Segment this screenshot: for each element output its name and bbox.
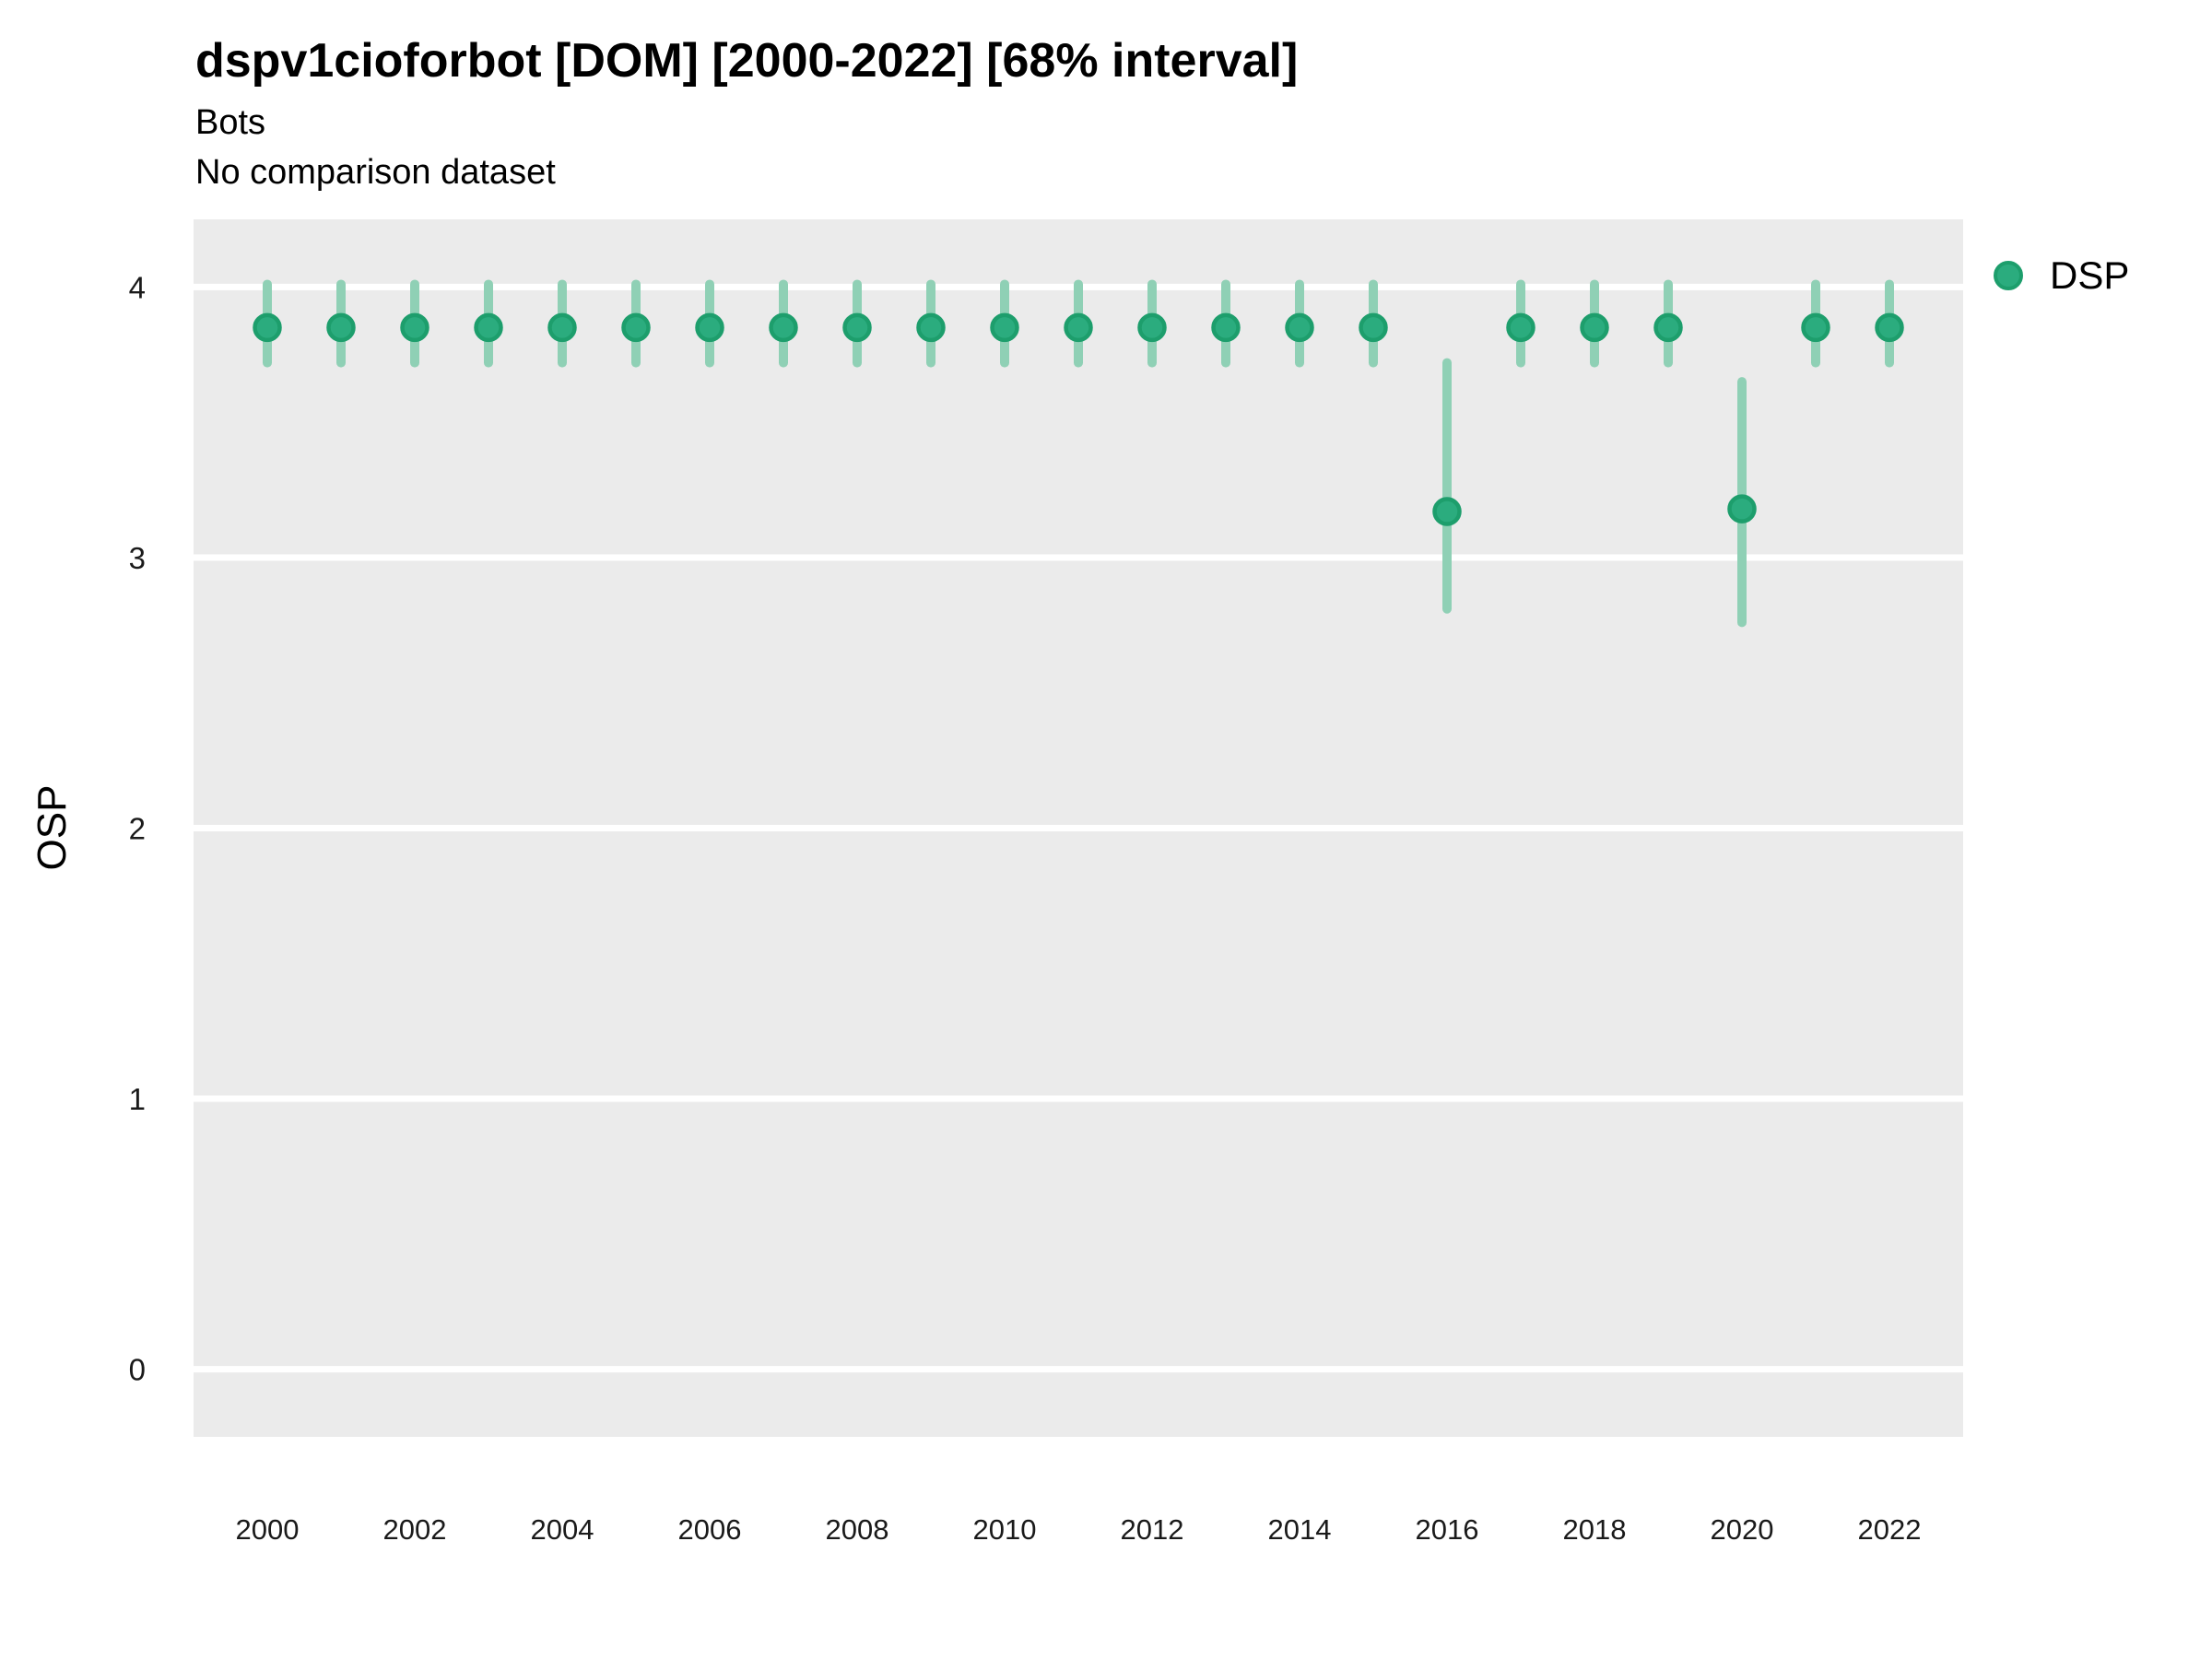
data-point — [1801, 312, 1830, 343]
data-point — [326, 312, 356, 343]
x-tick-label: 2004 — [531, 1513, 594, 1546]
x-tick-label: 2008 — [826, 1513, 889, 1546]
x-tick-label: 2018 — [1563, 1513, 1627, 1546]
data-point — [1064, 312, 1093, 343]
data-point — [1359, 312, 1388, 343]
data-point — [769, 312, 798, 343]
y-tick-label: 0 — [129, 1353, 146, 1387]
gridline — [194, 554, 1963, 561]
data-point — [400, 312, 429, 343]
data-point — [1580, 312, 1609, 343]
data-point — [1653, 312, 1683, 343]
x-tick-label: 2014 — [1268, 1513, 1332, 1546]
x-tick-label: 2010 — [973, 1513, 1037, 1546]
data-point — [842, 312, 872, 343]
x-tick-label: 2012 — [1121, 1513, 1184, 1546]
data-point — [1727, 494, 1757, 524]
y-tick-label: 2 — [129, 812, 146, 846]
legend: DSP — [1994, 253, 2130, 297]
y-tick-label: 3 — [129, 541, 146, 575]
gridline — [194, 1366, 1963, 1373]
data-point — [1285, 312, 1314, 343]
data-point — [1137, 312, 1167, 343]
x-tick-label: 2002 — [383, 1513, 447, 1546]
chart-subtitle-dataset: No comparison dataset — [195, 153, 556, 192]
data-point — [1506, 312, 1535, 343]
data-point — [547, 312, 577, 343]
data-point — [1211, 312, 1241, 343]
chart-title: dspv1cioforbot [DOM] [2000-2022] [68% in… — [195, 34, 1299, 88]
x-tick-label: 2006 — [678, 1513, 742, 1546]
chart-subtitle: Bots — [195, 103, 266, 142]
data-point — [916, 312, 946, 343]
data-point — [695, 312, 724, 343]
gridline — [194, 1095, 1963, 1102]
data-point — [474, 312, 503, 343]
y-axis-title: OSP — [29, 784, 75, 871]
x-tick-label: 2022 — [1858, 1513, 1922, 1546]
y-tick-label: 4 — [129, 270, 146, 304]
legend-label: DSP — [2050, 253, 2130, 297]
legend-point-icon — [1994, 261, 2023, 290]
x-tick-label: 2016 — [1416, 1513, 1479, 1546]
gridline — [194, 825, 1963, 831]
data-point — [1432, 497, 1462, 526]
data-point — [253, 312, 282, 343]
data-point — [990, 312, 1019, 343]
x-tick-label: 2020 — [1711, 1513, 1774, 1546]
data-point — [621, 312, 651, 343]
data-point — [1875, 312, 1904, 343]
y-tick-label: 1 — [129, 1082, 146, 1116]
x-tick-label: 2000 — [236, 1513, 300, 1546]
